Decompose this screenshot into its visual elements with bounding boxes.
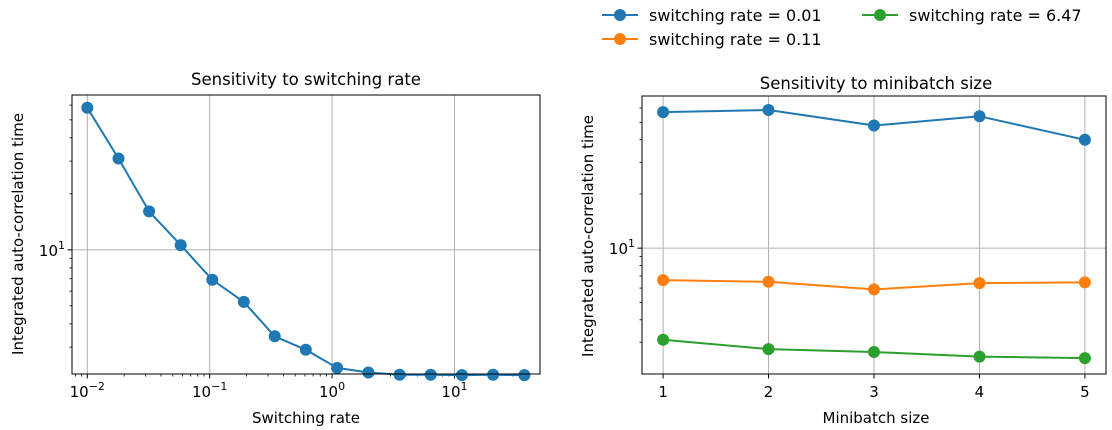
x-tick-label: 2 <box>764 383 774 401</box>
data-point <box>362 366 375 379</box>
axes-frame <box>71 94 541 375</box>
data-point <box>143 205 156 218</box>
data-point <box>112 152 125 165</box>
legend-label: switching rate = 0.11 <box>649 30 822 49</box>
x-tick-label: 5 <box>1080 383 1090 401</box>
data-point <box>487 368 500 381</box>
series-line <box>86 107 525 377</box>
axes-frame <box>641 95 1107 375</box>
chart-switching-rate: Sensitivity to switching rate Integrated… <box>9 70 541 427</box>
y-tick-label: 101 <box>39 239 65 260</box>
data-point <box>299 343 312 356</box>
data-point <box>518 369 531 382</box>
x-tick-label: 10−1 <box>192 380 227 401</box>
data-point <box>657 106 670 119</box>
data-point <box>657 333 670 346</box>
data-point <box>206 273 219 286</box>
data-point <box>1078 352 1091 365</box>
legend-marker <box>614 9 626 21</box>
data-point <box>868 119 880 132</box>
data-point <box>1078 133 1091 146</box>
x-axis-label: Minibatch size <box>823 409 930 427</box>
x-tick-label: 1 <box>658 383 668 401</box>
data-point <box>762 104 775 116</box>
legend-label: switching rate = 6.47 <box>909 6 1082 25</box>
chart-title: Sensitivity to switching rate <box>191 70 421 89</box>
data-point <box>973 277 986 290</box>
y-axis-label: Integrated auto-correlation time <box>9 113 27 355</box>
x-tick-label: 10−2 <box>70 380 105 401</box>
data-point <box>81 101 94 114</box>
data-point <box>973 110 986 123</box>
x-tick-label: 3 <box>869 383 879 401</box>
data-point <box>393 368 406 381</box>
legend: switching rate = 0.01 switching rate = 0… <box>602 6 1082 49</box>
y-axis-label: Integrated auto-correlation time <box>579 115 597 357</box>
chart-minibatch-size: Sensitivity to minibatch size Integrated… <box>579 74 1107 427</box>
y-tick-label: 101 <box>609 237 635 258</box>
legend-marker <box>874 9 886 21</box>
data-point <box>237 295 250 308</box>
data-point <box>868 283 880 296</box>
data-point <box>1078 276 1091 289</box>
legend-label: switching rate = 0.01 <box>649 6 822 25</box>
data-point <box>331 361 344 374</box>
plot-area: 10−2 10−1 100 101 101 <box>39 94 541 401</box>
data-point <box>973 350 986 363</box>
data-point <box>762 275 775 288</box>
data-point <box>268 330 281 343</box>
legend-entry: switching rate = 0.11 <box>602 30 822 49</box>
legend-entry: switching rate = 0.01 <box>602 6 822 25</box>
x-tick-label: 100 <box>319 380 345 401</box>
data-point <box>762 343 775 356</box>
x-tick-label: 101 <box>441 380 467 401</box>
chart-title: Sensitivity to minibatch size <box>760 74 992 93</box>
data-point <box>657 274 670 287</box>
plot-area: 1 2 3 4 5 101 <box>609 95 1107 401</box>
data-point <box>455 369 468 382</box>
x-tick-label: 4 <box>975 383 985 401</box>
data-point <box>424 368 437 381</box>
legend-entry: switching rate = 6.47 <box>862 6 1082 25</box>
data-point <box>868 346 880 358</box>
data-point <box>174 239 187 252</box>
x-axis-label: Switching rate <box>252 409 360 427</box>
legend-marker <box>614 33 626 45</box>
